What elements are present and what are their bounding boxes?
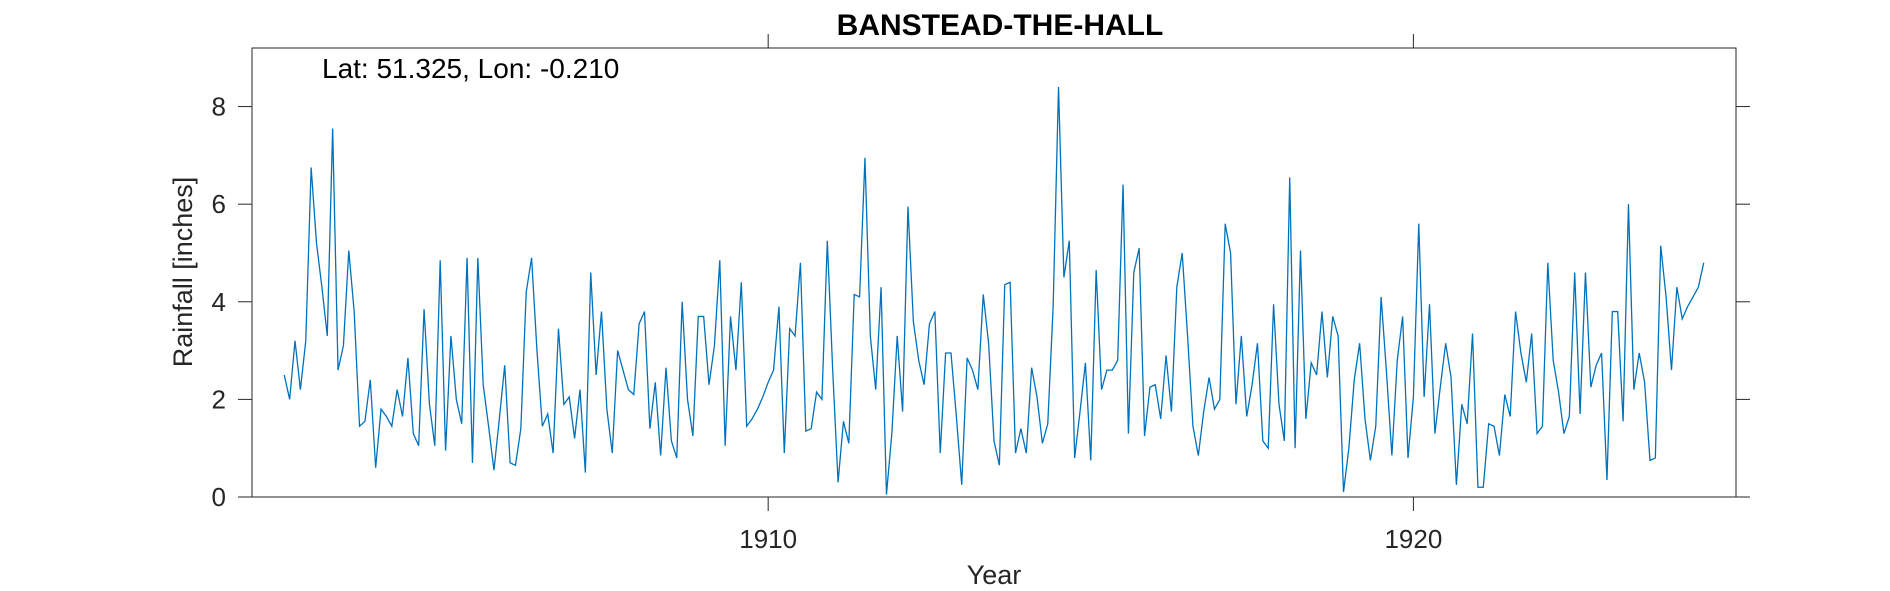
x-axis-label: Year: [967, 560, 1022, 590]
x-tick-label: 1920: [1384, 524, 1442, 554]
y-tick-label: 2: [212, 384, 226, 414]
x-tick-label: 1910: [739, 524, 797, 554]
axis-tick-labels: 0 2 4 6 8 1910 1920: [212, 92, 1443, 554]
rainfall-series-line: [283, 87, 1705, 495]
y-tick-label: 4: [212, 287, 226, 317]
axis-ticks: [238, 34, 1750, 511]
station-coordinates-annotation: Lat: 51.325, Lon: -0.210: [322, 53, 619, 84]
y-tick-label: 0: [212, 482, 226, 512]
chart-title: BANSTEAD-THE-HALL: [837, 9, 1164, 42]
y-tick-label: 6: [212, 189, 226, 219]
y-tick-label: 8: [212, 92, 226, 122]
y-axis-label: Rainfall [inches]: [168, 177, 198, 368]
